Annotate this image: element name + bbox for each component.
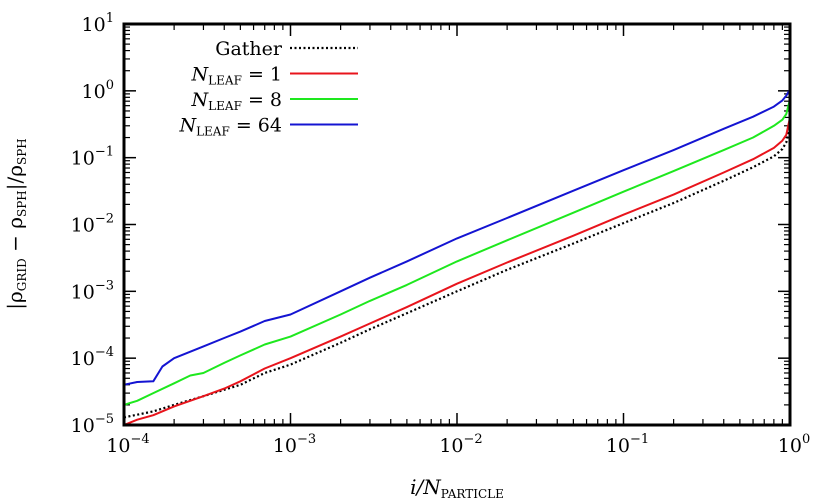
plot-frame <box>122 22 792 427</box>
y-tick-label: 100 <box>82 78 114 103</box>
x-axis-label-sub: PARTICLE <box>441 487 504 498</box>
x-tick-labels: 10−4 10−3 10−2 10−1 100 <box>106 432 810 457</box>
y-axis-label-group: |ρGRID − ρSPH|/ρSPH <box>3 138 29 309</box>
y-tick-label: 10−5 <box>71 412 114 437</box>
x-tick-label: 10−1 <box>606 432 649 457</box>
y-axis-label-p3: |/ρ <box>3 165 28 190</box>
x-axis-label: i/NPARTICLE <box>410 475 504 498</box>
y-axis-label-s1: GRID <box>15 258 29 291</box>
legend-label-2: NLEAF = 8 <box>191 89 282 113</box>
x-tick-label: 10−3 <box>273 432 316 457</box>
y-axis-label-p2: − ρ <box>3 217 27 258</box>
y-axis-label-s3: SPH <box>15 138 29 165</box>
y-axis-label-p1: |ρ <box>3 291 28 310</box>
x-tick-label: 100 <box>778 432 810 457</box>
series-line-3 <box>124 88 790 386</box>
series-line-2 <box>124 98 790 406</box>
y-tick-label: 10−4 <box>71 345 114 370</box>
y-axis-label: |ρGRID − ρSPH|/ρSPH <box>3 138 29 309</box>
series-line-0 <box>124 125 790 419</box>
y-axis-label-s2: SPH <box>15 190 29 217</box>
y-tick-labels: 10−5 10−4 10−3 10−2 10−1 100 101 <box>71 11 114 437</box>
x-axis-label-main: i/N <box>410 475 442 498</box>
legend-label-3: NLEAF = 64 <box>178 115 282 139</box>
y-tick-label: 101 <box>82 11 114 36</box>
y-tick-label: 10−1 <box>71 145 114 170</box>
y-tick-label: 10−2 <box>71 212 114 237</box>
series-layer <box>124 88 790 425</box>
x-tick-label: 10−4 <box>106 432 149 457</box>
x-tick-label: 10−2 <box>439 432 482 457</box>
legend-label-1: NLEAF = 1 <box>191 64 282 88</box>
legend-label-0: Gather <box>215 38 283 60</box>
y-tick-label: 10−3 <box>71 278 114 303</box>
series-line-1 <box>124 117 790 425</box>
